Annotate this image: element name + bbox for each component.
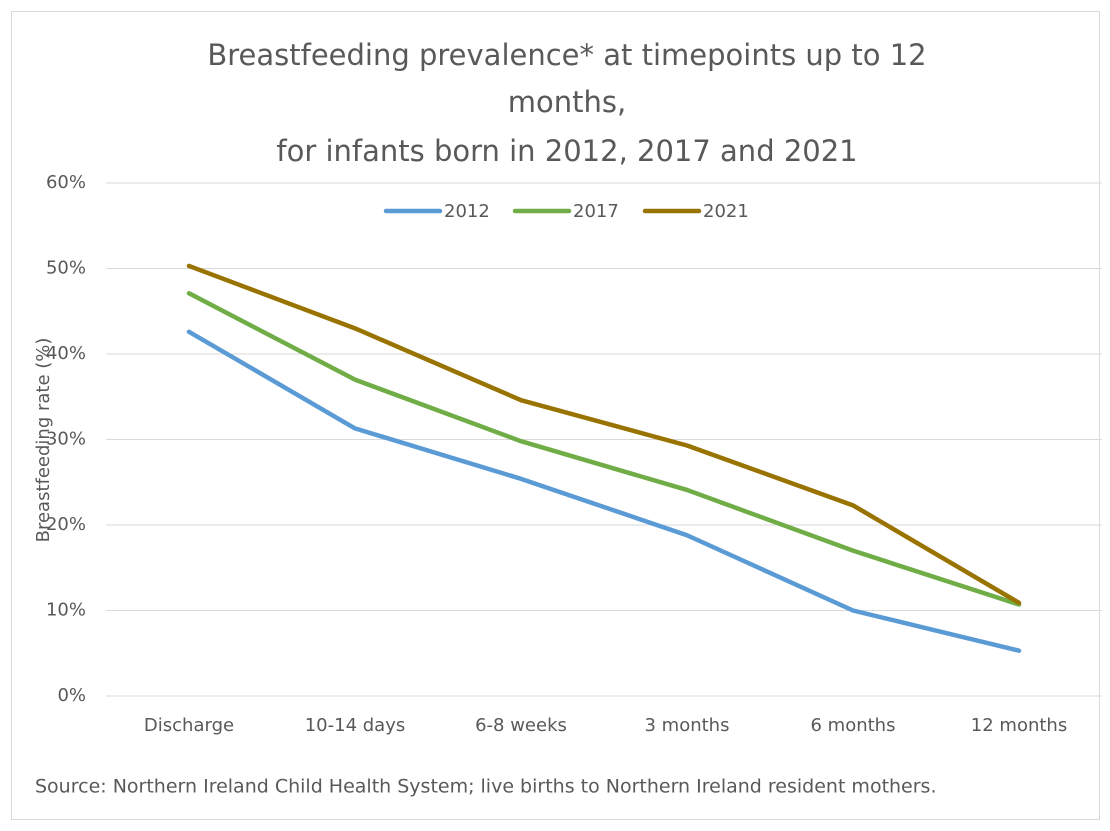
x-tick-label: 12 months — [971, 715, 1067, 736]
y-tick-label: 50% — [46, 258, 86, 279]
legend-label: 2021 — [703, 201, 749, 222]
x-tick-label: 10-14 days — [305, 715, 406, 736]
y-tick-label: 30% — [46, 429, 86, 450]
legend-label: 2017 — [573, 201, 619, 222]
y-tick-label: 0% — [57, 685, 86, 706]
chart-title: Breastfeeding prevalence* at timepoints … — [207, 38, 926, 72]
y-tick-label: 10% — [46, 600, 86, 621]
x-tick-label: 3 months — [645, 715, 730, 736]
chart-title: for infants born in 2012, 2017 and 2021 — [276, 134, 857, 168]
chart-border — [11, 11, 1100, 820]
series-line — [186, 329, 1022, 653]
source-note: Source: Northern Ireland Child Health Sy… — [35, 776, 937, 798]
y-axis-label: Breastfeeding rate (%) — [33, 338, 54, 543]
y-tick-label: 20% — [46, 514, 86, 535]
y-tick-label: 60% — [46, 172, 86, 193]
series-line — [186, 291, 1022, 607]
x-tick-label: 6-8 weeks — [475, 715, 567, 736]
chart-title: months, — [508, 85, 626, 119]
series-line — [186, 263, 1022, 606]
legend-label: 2012 — [444, 201, 490, 222]
y-tick-label: 40% — [46, 343, 86, 364]
x-tick-label: Discharge — [144, 715, 234, 736]
x-tick-label: 6 months — [811, 715, 896, 736]
